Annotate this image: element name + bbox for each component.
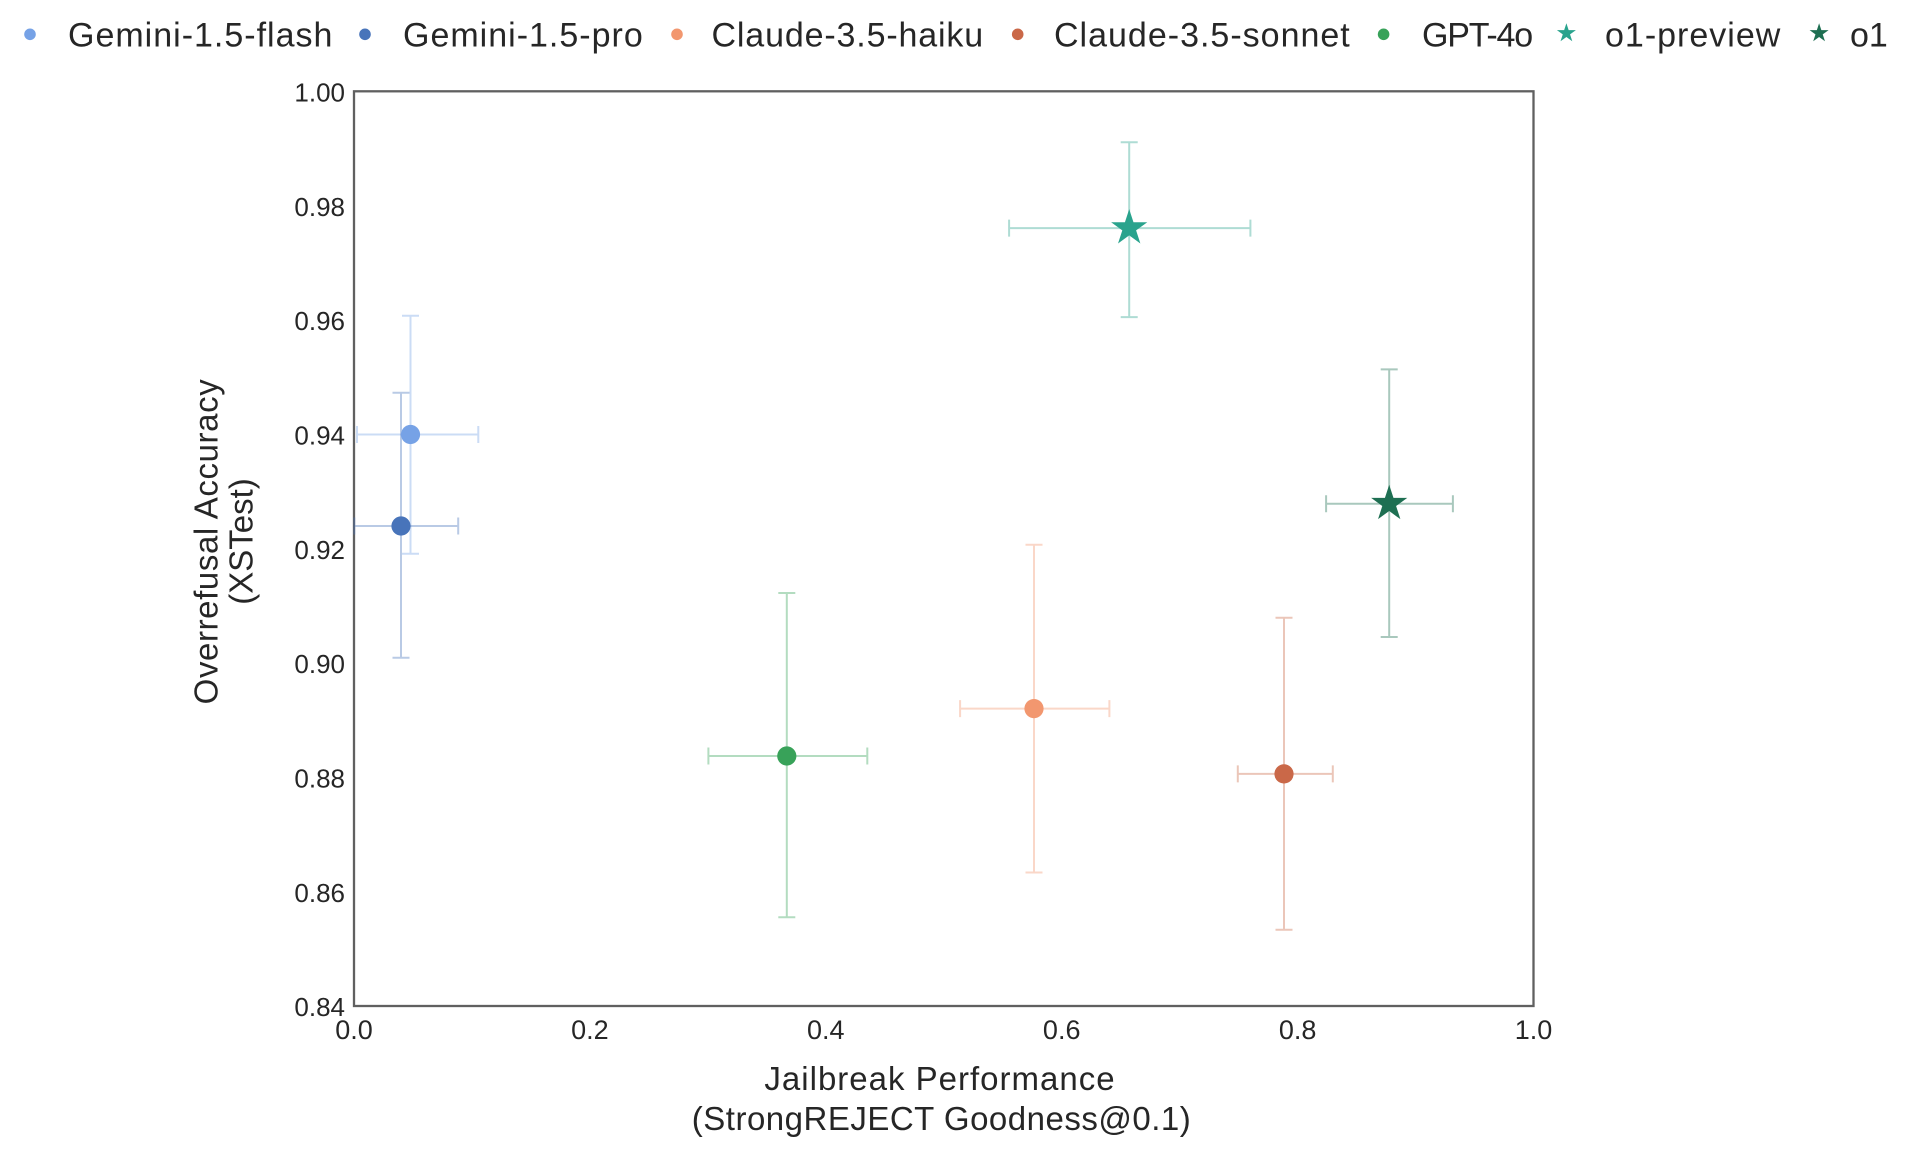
svg-text:1.0: 1.0 (1515, 1015, 1553, 1045)
svg-text:o1: o1 (1850, 17, 1888, 55)
svg-text:(StrongREJECT Goodness@0.1): (StrongREJECT Goodness@0.1) (692, 1100, 1191, 1137)
svg-text:0.8: 0.8 (1279, 1015, 1317, 1045)
svg-text:0.86: 0.86 (294, 878, 345, 908)
svg-text:0.6: 0.6 (1043, 1015, 1081, 1045)
svg-text:0.98: 0.98 (294, 192, 345, 222)
svg-text:Gemini-1.5-flash: Gemini-1.5-flash (68, 17, 333, 55)
svg-text:Overrefusal Accuracy: Overrefusal Accuracy (188, 379, 225, 705)
svg-text:0.2: 0.2 (571, 1015, 609, 1045)
svg-text:0.94: 0.94 (294, 421, 345, 451)
svg-text:o1-preview: o1-preview (1605, 17, 1781, 55)
svg-text:Gemini-1.5-pro: Gemini-1.5-pro (403, 17, 644, 55)
svg-text:0.96: 0.96 (294, 306, 345, 336)
svg-text:Jailbreak Performance: Jailbreak Performance (764, 1060, 1115, 1097)
svg-text:0.90: 0.90 (294, 649, 345, 679)
svg-text:0.92: 0.92 (294, 535, 345, 565)
svg-text:(XSTest): (XSTest) (223, 478, 260, 605)
svg-text:0.88: 0.88 (294, 764, 345, 794)
svg-text:0.0: 0.0 (335, 1015, 373, 1045)
svg-text:0.4: 0.4 (807, 1015, 845, 1045)
svg-text:1.00: 1.00 (294, 78, 345, 108)
svg-text:Claude-3.5-haiku: Claude-3.5-haiku (712, 17, 985, 55)
svg-text:Claude-3.5-sonnet: Claude-3.5-sonnet (1054, 17, 1351, 55)
svg-text:GPT-4o: GPT-4o (1422, 17, 1532, 55)
svg-text:0.84: 0.84 (294, 992, 345, 1022)
